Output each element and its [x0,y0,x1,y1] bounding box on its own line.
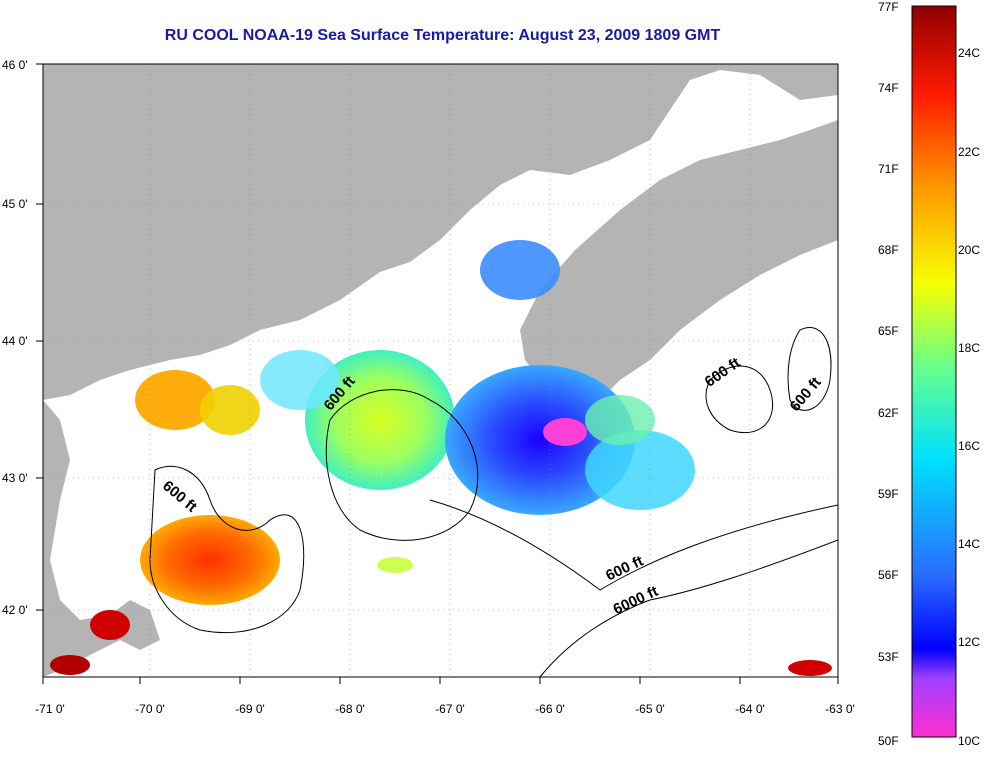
lon-label-66: -66 0' [535,702,565,716]
lon-label-68: -68 0' [335,702,365,716]
colorbar-c-22: 22C [958,145,981,159]
colorbar [911,5,957,738]
grid [43,64,838,677]
map-title: RU COOL NOAA-19 Sea Surface Temperature:… [164,27,721,44]
lon-label-63: -63 0' [825,702,855,716]
colorbar-c-24: 24C [958,46,981,60]
contour-600ft-south [429,499,838,591]
land-nova-scotia [520,120,838,410]
contour-600ft-far-east [787,327,832,411]
lat-label-43: 43 0' [2,471,28,485]
lat-label-45: 45 0' [2,197,28,211]
colorbar-f-77: 77F [878,0,899,14]
lat-label-44: 44 0' [2,334,28,348]
colorbar-c-20: 20C [958,243,981,257]
lat-label-46: 46 0' [2,58,28,72]
colorbar-c-16: 16C [958,439,981,453]
contour-600ft-east [705,365,774,434]
lon-label-70: -70 0' [135,702,165,716]
colorbar-c-18: 18C [958,341,981,355]
colorbar-f-50: 50F [878,734,899,748]
lon-label-69: -69 0' [235,702,265,716]
contour-600ft-gulf [325,389,479,541]
colorbar-c-14: 14C [958,537,981,551]
lon-label-67: -67 0' [435,702,465,716]
colorbar-c-12: 12C [958,635,981,649]
colorbar-f-65: 65F [878,324,899,338]
lon-label-64: -64 0' [735,702,765,716]
colorbar-f-59: 59F [878,487,899,501]
colorbar-f-71: 71F [878,162,899,176]
land-maine [43,64,838,400]
ticks [36,63,839,684]
contour-6000ft [539,539,838,677]
lon-label-71: -71 0' [35,702,65,716]
contour-600ft-west [149,465,305,634]
colorbar-c-10: 10C [958,734,981,748]
land-massachusetts [43,400,160,677]
colorbar-f-53: 53F [878,650,899,664]
lon-label-65: -65 0' [635,702,665,716]
colorbar-f-68: 68F [878,243,899,257]
colorbar-f-74: 74F [878,81,899,95]
sst-green-patch [305,350,455,490]
colorbar-f-56: 56F [878,568,899,582]
colorbar-f-62: 62F [878,406,899,420]
sst-warm-patch [140,515,280,605]
lat-label-42: 42 0' [2,603,28,617]
